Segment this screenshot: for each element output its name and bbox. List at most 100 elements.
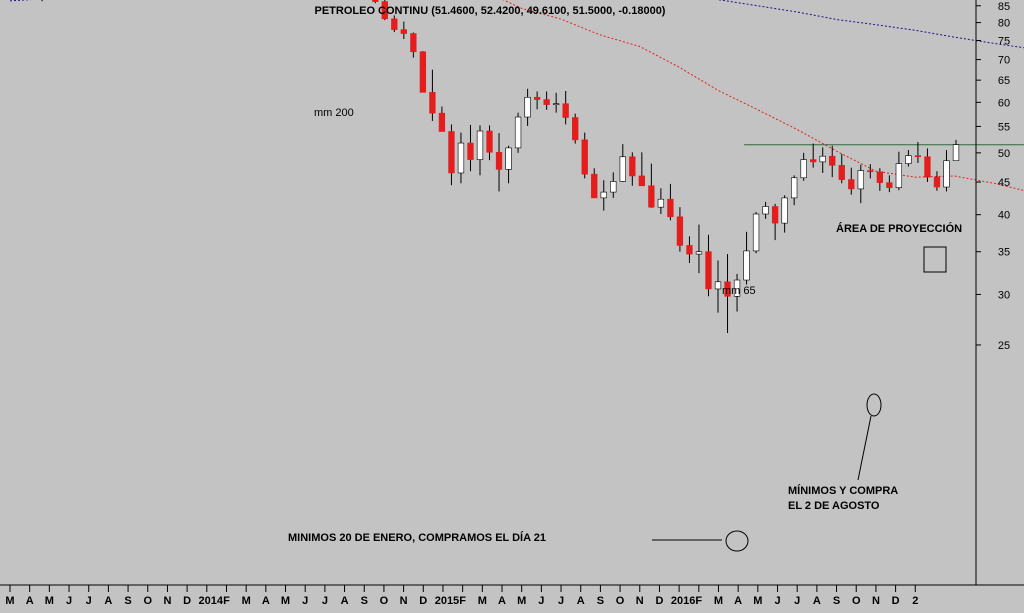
projection-area-box — [923, 246, 947, 273]
y-tick-label: 80 — [998, 18, 1010, 30]
mm65-line — [502, 0, 1024, 191]
candle-body — [895, 163, 903, 188]
candle-body — [381, 1, 388, 20]
x-tick-label: M — [281, 595, 290, 607]
y-tick-label: 65 — [998, 75, 1010, 87]
projection-area-label: ÁREA DE PROYECCIÓN — [836, 222, 962, 235]
x-tick-label: D — [183, 595, 191, 607]
x-tick-label: O — [143, 595, 152, 607]
candle-body — [572, 117, 579, 141]
candle-body — [733, 279, 741, 297]
y-tick-label: 35 — [998, 247, 1010, 259]
candle-body — [457, 142, 465, 174]
candle-body — [610, 181, 617, 193]
january-min-circle — [725, 530, 749, 552]
y-tick-label: 30 — [998, 289, 1010, 301]
x-tick-label: J — [322, 595, 328, 607]
x-tick-label: M — [45, 595, 54, 607]
candle-body — [657, 198, 665, 208]
x-tick-label: A — [498, 595, 506, 607]
candle-body — [819, 155, 826, 163]
candle-body — [695, 251, 703, 255]
x-tick-label: A — [577, 595, 585, 607]
candle-body — [524, 96, 531, 118]
candle-body — [943, 160, 950, 188]
candle-body — [419, 51, 427, 93]
x-tick-label: M — [714, 595, 723, 607]
candle-body — [438, 112, 446, 132]
x-tick-label: A — [341, 595, 349, 607]
candle-body — [791, 177, 798, 199]
y-tick-label: 50 — [998, 148, 1010, 160]
candle-body — [810, 159, 817, 163]
x-tick-label: F — [459, 595, 466, 607]
january-min-label: MINIMOS 20 DE ENERO, COMPRAMOS EL DÍA 21 — [288, 531, 546, 544]
candle-body — [771, 206, 779, 224]
x-tick-label: N — [163, 595, 171, 607]
x-tick-label: N — [636, 595, 644, 607]
candle-body — [857, 170, 864, 190]
x-tick-label: 2016 — [671, 595, 695, 607]
y-tick-label: 70 — [998, 55, 1010, 67]
candle-body — [876, 171, 883, 183]
chart-title: PETROLEO CONTINU (51.4600, 52.4200, 49.6… — [315, 5, 666, 17]
y-tick-label: 55 — [998, 121, 1010, 133]
x-tick-label: D — [892, 595, 900, 607]
x-tick-label: M — [478, 595, 487, 607]
x-tick-label: F — [223, 595, 230, 607]
candle-body — [533, 96, 541, 100]
candle-body — [705, 251, 712, 290]
candle-body — [476, 130, 484, 160]
x-tick-label: A — [104, 595, 112, 607]
candle-body — [914, 155, 922, 158]
x-tick-label: J — [86, 595, 92, 607]
y-tick-label: 40 — [998, 210, 1010, 222]
candle-body — [372, 0, 379, 2]
x-tick-label: O — [616, 595, 625, 607]
x-tick-label: 2 — [912, 595, 918, 607]
x-tick-label: S — [124, 595, 131, 607]
candle-body — [514, 116, 522, 149]
august-min-label-line1: MÍNIMOS Y COMPRA — [788, 484, 898, 497]
x-tick-label: D — [419, 595, 427, 607]
august-min-label-line2: EL 2 DE AGOSTO — [788, 500, 880, 512]
candle-body — [400, 29, 407, 34]
candle-body — [505, 147, 512, 170]
candle-body — [724, 281, 731, 297]
candle-body — [848, 179, 855, 190]
candle-body — [933, 176, 941, 188]
y-tick-label: 75 — [998, 35, 1010, 47]
x-tick-label: J — [538, 595, 544, 607]
x-tick-label: A — [734, 595, 742, 607]
x-tick-label: J — [66, 595, 72, 607]
candle-body — [495, 151, 503, 170]
candle-body — [676, 216, 684, 246]
candle-body — [638, 175, 645, 187]
candle-body — [714, 281, 722, 290]
candle-body — [543, 99, 550, 105]
candle-body — [952, 144, 960, 162]
candle-body — [429, 92, 436, 114]
y-tick-label: 60 — [998, 97, 1010, 109]
candle-body — [838, 165, 845, 180]
mm65-label: mm 65 — [722, 285, 756, 297]
candle-body — [743, 250, 750, 281]
x-tick-label: A — [26, 595, 34, 607]
candle-body — [619, 156, 626, 182]
candle-body — [600, 191, 607, 199]
candle-body — [867, 170, 874, 173]
x-tick-label: N — [400, 595, 408, 607]
x-tick-label: D — [655, 595, 663, 607]
candle-body — [752, 213, 760, 252]
candle-body — [648, 185, 655, 208]
x-tick-label: M — [517, 595, 526, 607]
x-tick-label: J — [302, 595, 308, 607]
candle-body — [410, 33, 417, 53]
x-tick-label: M — [242, 595, 251, 607]
x-tick-label: O — [380, 595, 389, 607]
x-tick-label: A — [813, 595, 821, 607]
x-tick-label: S — [597, 595, 604, 607]
candle-body — [829, 155, 836, 166]
